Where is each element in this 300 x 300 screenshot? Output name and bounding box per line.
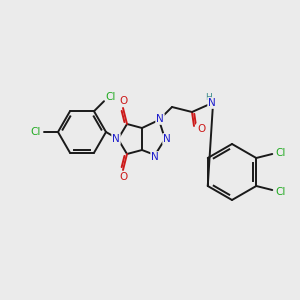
Text: Cl: Cl: [275, 187, 285, 197]
Text: N: N: [163, 134, 171, 144]
Text: Cl: Cl: [31, 127, 41, 137]
Text: N: N: [208, 98, 216, 108]
Text: H: H: [205, 92, 212, 101]
Text: O: O: [119, 172, 127, 182]
Text: O: O: [197, 124, 205, 134]
Text: N: N: [156, 114, 164, 124]
Text: Cl: Cl: [106, 92, 116, 102]
Text: N: N: [112, 134, 120, 144]
Text: O: O: [119, 96, 127, 106]
Text: Cl: Cl: [275, 148, 285, 158]
Text: N: N: [151, 152, 159, 162]
